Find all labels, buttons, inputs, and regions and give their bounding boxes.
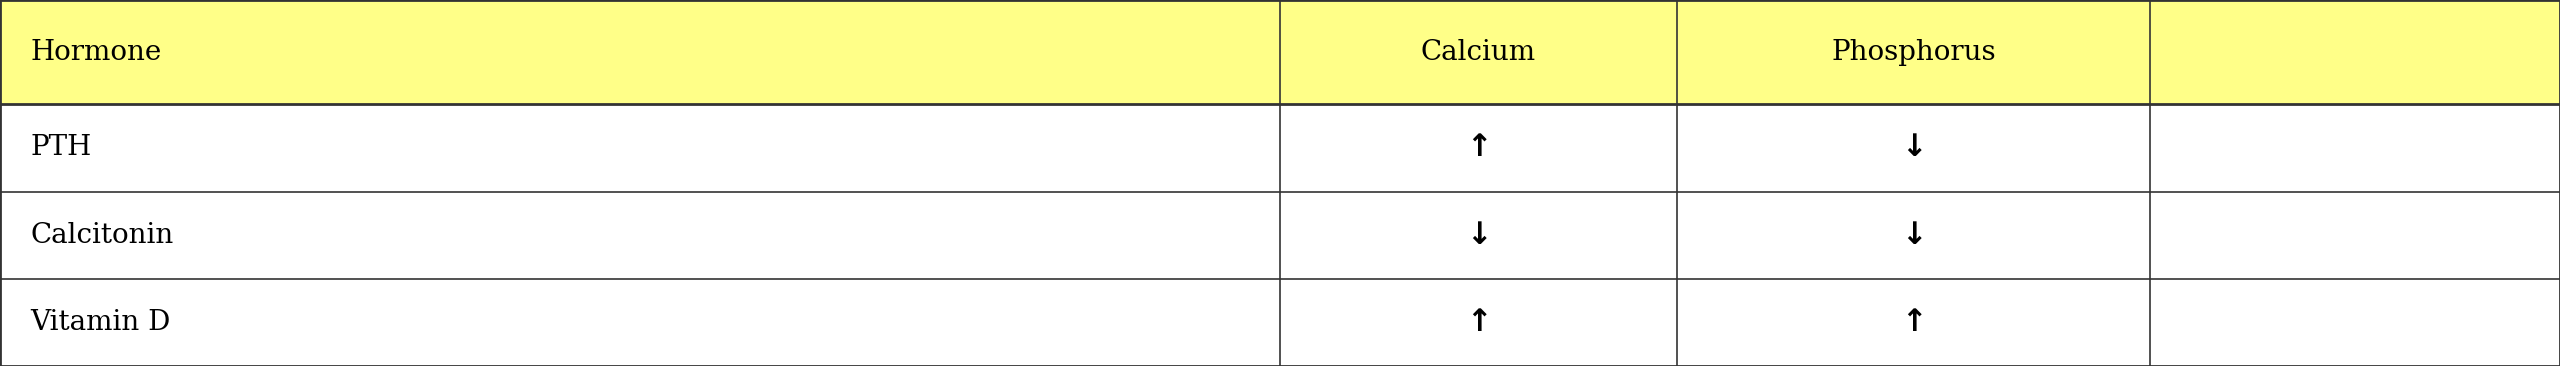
Bar [0, 104, 2560, 191]
Text: ↓: ↓ [1902, 134, 1925, 163]
Text: ↓: ↓ [1902, 221, 1925, 250]
Text: ↑: ↑ [1902, 308, 1925, 337]
Text: ↑: ↑ [1467, 308, 1490, 337]
Text: Phosphorus: Phosphorus [1830, 39, 1997, 66]
Bar [0, 191, 2560, 279]
Text: Calcitonin: Calcitonin [31, 222, 174, 249]
Text: PTH: PTH [31, 134, 92, 161]
Text: ↓: ↓ [1467, 221, 1490, 250]
Text: Vitamin D: Vitamin D [31, 309, 172, 336]
Bar [0, 0, 2560, 104]
Text: Hormone: Hormone [31, 39, 161, 66]
Bar [0, 279, 2560, 366]
Text: Calcium: Calcium [1421, 39, 1536, 66]
Text: ↑: ↑ [1467, 134, 1490, 163]
